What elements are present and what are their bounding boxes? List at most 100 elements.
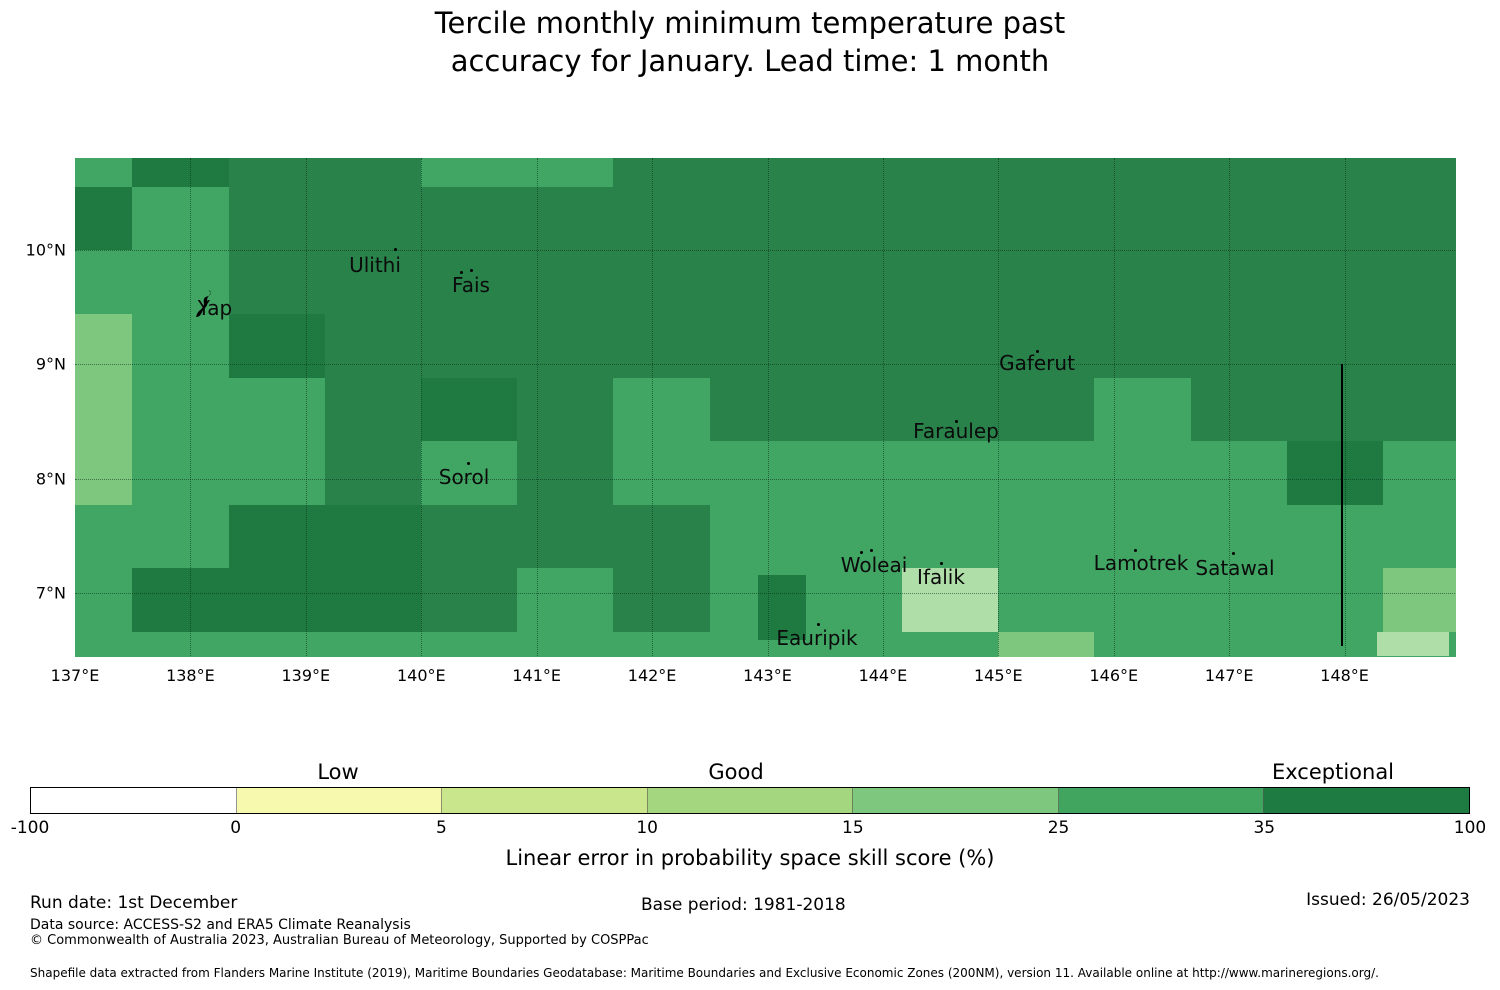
colorbar-segment [647,788,854,813]
map-cell [517,568,614,633]
map-cell [228,377,326,442]
graticule-line [305,158,307,656]
map-cell [805,250,903,315]
map-cell [132,568,230,633]
map-cell [228,504,326,569]
map-cell [613,377,711,442]
graticule-line [1113,158,1115,656]
y-tick-label: 8°N [35,469,66,489]
map-cell [1286,441,1384,506]
map-cell [613,568,711,633]
map-cell [1190,158,1288,188]
map-cell [901,377,999,442]
colorbar-tick-label: 100 [1453,818,1487,838]
map-cell [132,504,230,569]
map-cell [1094,632,1192,657]
map-cell [1190,377,1288,442]
map-cell [420,314,518,379]
map-cell [1382,314,1456,379]
colorbar-segment [1058,788,1265,813]
island-marker-dot [469,268,473,272]
island-marker-dot [869,548,873,552]
map-cell [228,158,326,188]
island-marker-dot [1133,548,1137,552]
map-cell [324,632,422,657]
map-cell [420,158,518,188]
graticule-line [75,478,1455,480]
map-plot-area: Yap Ulithi Fais Sorol Gaferut Faraulep Woleai I… [75,158,1456,657]
island-label: Ulithi [349,253,401,277]
colorbar-segment [236,788,443,813]
y-tick-label: 9°N [35,354,66,374]
map-cell [805,441,903,506]
map-cell [1190,568,1288,633]
map-cell [901,158,999,188]
map-cell [420,504,518,569]
graticule-line [767,158,769,656]
map-cell [901,632,999,657]
map-cell [228,314,326,379]
map-cell [517,250,614,315]
map-cell [758,575,806,640]
map-cell [324,504,422,569]
map-cell [1382,186,1456,251]
map-cell [132,377,230,442]
map-cell [998,568,1095,633]
map-cell [1382,568,1456,633]
chart-title-line2: accuracy for January. Lead time: 1 month [450,44,1050,78]
map-cell [1286,158,1384,188]
map-cell [75,186,133,251]
map-cell [420,632,518,657]
map-cell [805,568,903,633]
map-cell [420,250,518,315]
colorbar-tick-label: 15 [842,818,864,838]
map-cell [132,250,230,315]
chart-title-line1: Tercile monthly minimum temperature past [434,6,1066,40]
map-cell [75,158,133,188]
graticule-line [1229,158,1231,656]
map-cell [998,314,1095,379]
map-cell [1094,250,1192,315]
map-cell [1094,158,1192,188]
map-cell [1094,377,1192,442]
map-cell [1286,377,1384,442]
map-cell [1190,314,1288,379]
map-cell [324,314,422,379]
colorbar-category-label: Exceptional [1271,760,1395,784]
map-cell [1382,441,1456,506]
map-cell [1190,632,1288,657]
x-tick-label: 148°E [1320,666,1369,685]
map-cell [613,632,711,657]
island-marker-dot [939,561,943,565]
graticule-line [75,592,1455,594]
base-period-text: Base period: 1981-2018 [641,895,846,915]
map-cell [998,250,1095,315]
chart-title: Tercile monthly minimum temperature past… [0,4,1500,80]
map-cell [1382,504,1456,569]
map-cell [1094,568,1192,633]
map-cell [709,250,807,315]
map-cell [75,314,133,379]
map-cell [75,250,133,315]
map-cell [1094,441,1192,506]
graticule-line [190,158,192,656]
y-tick-label: 7°N [35,583,66,603]
map-cell [132,632,230,657]
island-marker-dot [816,622,820,626]
island-label: Sorol [438,465,490,489]
map-cell [709,504,807,569]
graticule-line [536,158,538,656]
map-cell [998,441,1095,506]
map-cell [901,314,999,379]
map-cell [709,186,807,251]
map-cell [998,377,1095,442]
run-date-text: Run date: 1st December [30,893,238,913]
yap-island-outline-marker [196,290,211,317]
map-cell [228,568,326,633]
map-cell [420,377,518,442]
map-cell [1094,186,1192,251]
map-cell [805,314,903,379]
map-cell [805,632,903,657]
map-cell [613,314,711,379]
x-tick-label: 147°E [1204,666,1254,685]
